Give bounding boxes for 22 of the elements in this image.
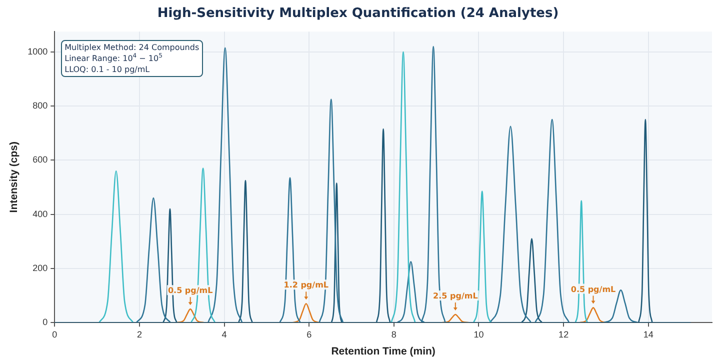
y-tick-label: 600 bbox=[32, 154, 48, 165]
y-tick-label: 400 bbox=[32, 208, 48, 219]
x-tick-label: 0 bbox=[52, 329, 58, 340]
chart-title: High-Sensitivity Multiplex Quantification (24 Analytes) bbox=[157, 6, 559, 22]
x-tick-label: 4 bbox=[222, 329, 227, 340]
annotation: 2.5 pg/mL bbox=[433, 292, 478, 301]
annotation: 0.5 pg/mL bbox=[168, 286, 213, 296]
x-tick-label: 12 bbox=[558, 329, 569, 340]
y-tick-label: 800 bbox=[32, 100, 48, 111]
y-tick-label: 200 bbox=[32, 262, 48, 273]
x-axis-title: Retention Time (min) bbox=[331, 346, 436, 358]
y-tick-label: 0 bbox=[42, 317, 48, 328]
x-tick-label: 8 bbox=[391, 329, 396, 340]
annotation: 1.2 pg/mL bbox=[284, 280, 329, 290]
x-tick-label: 10 bbox=[474, 329, 484, 340]
x-tick-label: 6 bbox=[306, 329, 312, 340]
annotation: 0.5 pg/mL bbox=[570, 284, 616, 294]
x-tick-label: 14 bbox=[643, 329, 654, 340]
text: Multiplex Method: 24 Compounds Linear Range: 10$^{4}$ − 10$^{5}$ LLOQ: 0.1 - 10 pg/mL bbox=[64, 42, 200, 74]
x-tick-label: 2 bbox=[136, 329, 142, 340]
y-axis-title: Intensity (cps) bbox=[8, 142, 20, 213]
y-tick-label: 1000 bbox=[28, 46, 48, 56]
